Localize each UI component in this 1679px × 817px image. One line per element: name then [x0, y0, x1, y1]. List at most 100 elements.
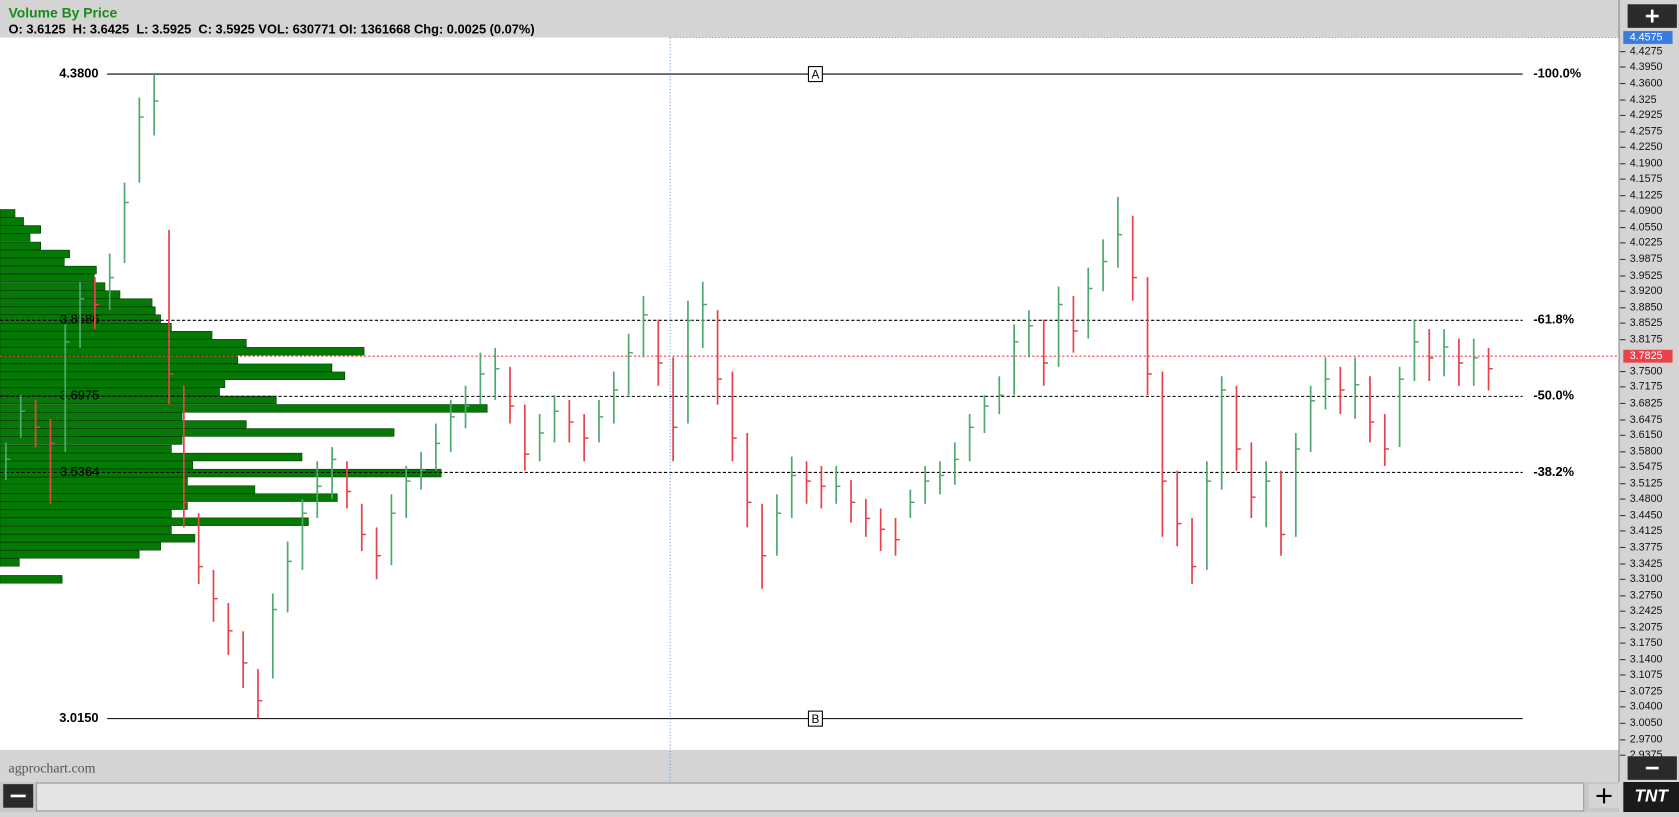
y-tick-label: 2.9700: [1630, 734, 1663, 746]
volume-bar: [0, 273, 95, 283]
volume-bar: [0, 217, 24, 226]
y-tick-label: 4.3600: [1630, 77, 1663, 89]
fib-marker-box: [807, 66, 823, 83]
volume-bar: [0, 468, 442, 478]
volume-bar: [0, 517, 309, 526]
volume-bar: [0, 404, 488, 413]
y-tick-label: 3.4125: [1630, 525, 1663, 537]
y-tick-label: 4.325: [1630, 94, 1657, 106]
last-price-box: [1623, 349, 1673, 363]
y-tick-label: 3.7500: [1630, 365, 1663, 377]
cursor-price-label: 4.4575: [1630, 31, 1663, 43]
y-tick-label: 3.2075: [1630, 622, 1663, 634]
volume-bar: [0, 363, 333, 372]
volume-bar: [0, 347, 365, 356]
y-tick-label: 4.2575: [1630, 126, 1663, 138]
volume-bar: [0, 355, 239, 364]
watermark: agprochart.com: [9, 761, 96, 776]
volume-bar: [0, 542, 161, 551]
zoom-in-button[interactable]: [1627, 4, 1677, 28]
y-tick-label: 3.3425: [1630, 558, 1663, 570]
y-tick-label: 4.0900: [1630, 205, 1663, 217]
volume-bar: [0, 444, 172, 454]
y-tick-label: 3.9200: [1630, 285, 1663, 297]
volume-bar: [0, 387, 220, 397]
y-tick-label: 3.9525: [1630, 270, 1663, 282]
tnt-logo: TNT: [1623, 782, 1679, 812]
y-tick-label: 3.1075: [1630, 669, 1663, 681]
plot-area: [0, 37, 1620, 750]
volume-bar: [0, 436, 183, 445]
y-tick-label: 3.5475: [1630, 461, 1663, 473]
y-tick-label: 4.1575: [1630, 173, 1663, 185]
y-tick-label: 4.2250: [1630, 141, 1663, 153]
y-tick-label: 3.5125: [1630, 478, 1663, 490]
fib-pct-label: -100.0%: [1533, 65, 1581, 80]
y-tick-label: 3.5800: [1630, 446, 1663, 458]
volume-bar: [0, 534, 196, 543]
fib-price-label: 4.3800: [59, 65, 98, 80]
y-tick-label: 4.1225: [1630, 190, 1663, 202]
y-tick-label: 3.8525: [1630, 317, 1663, 329]
volume-bar: [0, 476, 188, 486]
ohlc-readout: O: 3.6125 H: 3.6425 L: 3.5925 C: 3.5925 …: [9, 21, 535, 36]
y-tick-label: 3.4450: [1630, 509, 1663, 521]
volume-bar: [0, 233, 31, 242]
volume-bar: [0, 339, 247, 348]
volume-bar: [0, 412, 183, 421]
y-tick-label: 4.1900: [1630, 158, 1663, 170]
y-tick-label: 3.6475: [1630, 414, 1663, 426]
y-tick-label: 3.3100: [1630, 573, 1663, 585]
y-tick-label: 4.2925: [1630, 109, 1663, 121]
volume-bar: [0, 209, 16, 218]
volume-bar: [0, 331, 213, 340]
fib-pct-label: -38.2%: [1533, 464, 1574, 479]
zoom-out-button[interactable]: [1627, 756, 1677, 780]
fib-price-label: 3.0150: [59, 710, 98, 725]
volume-bar: [0, 558, 20, 567]
y-tick-label: 3.0725: [1630, 685, 1663, 697]
scroll-right-button[interactable]: [1589, 784, 1620, 808]
date-scroll: [35, 782, 1585, 812]
last-price-label: 3.7825: [1630, 350, 1663, 362]
y-tick-label: 4.4275: [1630, 45, 1663, 57]
volume-bar: [0, 395, 277, 405]
scroll-left-button[interactable]: [3, 784, 34, 808]
y-tick-label: 3.0400: [1630, 701, 1663, 713]
chart-title: Volume By Price: [9, 5, 118, 21]
volume-bar: [0, 485, 256, 494]
y-tick-label: 3.8175: [1630, 334, 1663, 346]
volume-bar: [0, 249, 70, 259]
volume-bar: [0, 550, 140, 559]
volume-bar: [0, 290, 121, 299]
fib-pct-label: -50.0%: [1533, 388, 1574, 403]
volume-bar: [0, 282, 106, 291]
svg-text:TNT: TNT: [1635, 786, 1670, 806]
cursor-price-box: [1623, 31, 1673, 44]
volume-bar: [0, 265, 97, 275]
y-tick-label: 3.2425: [1630, 605, 1663, 617]
volume-bar: [0, 509, 172, 518]
volume-bar: [0, 241, 42, 251]
volume-bar: [0, 575, 63, 584]
y-tick-label: 3.9875: [1630, 253, 1663, 265]
chart-layer: 4.4275 4.3950 4.3600 4.325 4.2925 4.2575 4.225…: [0, 31, 1673, 808]
y-tick-label: 3.8850: [1630, 302, 1663, 314]
y-tick-label: 4.0225: [1630, 237, 1663, 249]
y-tick-label: 4.0550: [1630, 221, 1663, 233]
fib-marker: A: [811, 68, 819, 81]
volume-bar: [0, 225, 42, 234]
y-tick-label: 3.3775: [1630, 541, 1663, 553]
fib-marker-box: [807, 710, 823, 727]
y-tick-label: 3.1400: [1630, 653, 1663, 665]
volume-bar: [0, 526, 172, 535]
y-tick-label: 3.6150: [1630, 429, 1663, 441]
y-tick-label: 3.2750: [1630, 590, 1663, 602]
fib-marker: B: [811, 713, 819, 726]
y-tick-label: 3.6825: [1630, 397, 1663, 409]
y-tick-label: 3.1750: [1630, 637, 1663, 649]
y-tick-label: 3.4800: [1630, 493, 1663, 505]
y-tick-label: 3.0050: [1630, 717, 1663, 729]
